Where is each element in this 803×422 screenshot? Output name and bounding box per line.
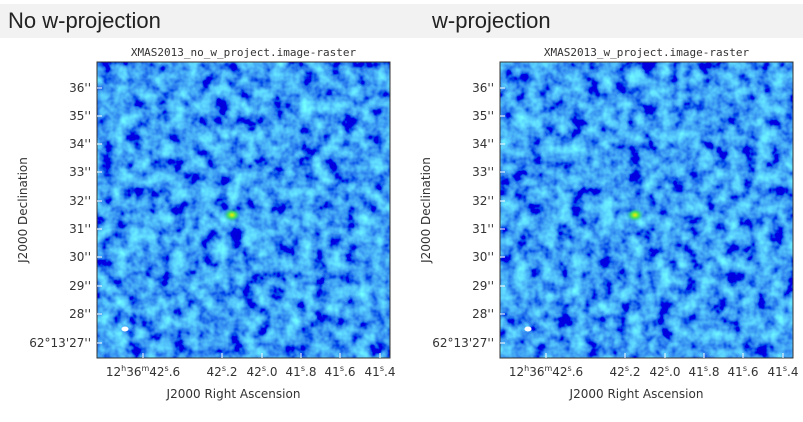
tick-text: 41 [728,365,743,379]
plot-frame [499,61,794,359]
y-tick-label: 36'' [69,81,91,95]
image-raster [500,62,793,358]
tick-text: .6 [169,365,180,379]
x-tick-label: 41s.6 [728,364,759,379]
tick-text: 42 [149,365,164,379]
beam [121,326,129,332]
x-tick-label: 41s.8 [286,364,317,379]
tick-text: .0 [669,365,680,379]
y-tick-label: 31'' [472,222,494,236]
tick-text: .4 [787,365,798,379]
tick-superscript: s [743,364,747,373]
tick-superscript: s [262,364,266,373]
y-tick-label: 32'' [472,194,494,208]
tick-text: 12 [509,365,524,379]
tick-superscript: s [380,364,384,373]
y-tick-label: 35'' [69,109,91,123]
tick-superscript: s [222,364,226,373]
image-raster [97,62,390,358]
tick-text: 36 [126,365,141,379]
x-tick-label: 41s.4 [365,364,396,379]
plot-frame [96,61,391,359]
x-tick-label: 41s.8 [689,364,720,379]
tick-text: .6 [747,365,758,379]
y-tick-label: 34'' [69,137,91,151]
section-header: w-projection [431,8,551,33]
tick-superscript: s [665,364,669,373]
tick-superscript: s [301,364,305,373]
tick-text: 42 [650,365,665,379]
y-tick-label: 30'' [472,250,494,264]
tick-text: 42 [247,365,262,379]
tick-text: .2 [629,365,640,379]
tick-text: 42 [610,365,625,379]
tick-text: 42 [552,365,567,379]
x-axis-label: J2000 Right Ascension [569,387,704,401]
tick-text: 41 [325,365,340,379]
y-tick-label: 34'' [472,137,494,151]
tick-superscript: m [141,364,149,373]
tick-superscript: s [568,364,572,373]
tick-text: .6 [344,365,355,379]
tick-text: .6 [572,365,583,379]
beam [524,326,532,332]
tick-superscript: h [524,364,529,373]
y-tick-label: 28'' [472,307,494,321]
y-tick-label: 33'' [472,165,494,179]
tick-superscript: s [625,364,629,373]
y-tick-label: 36'' [472,81,494,95]
tick-text: 42 [207,365,222,379]
tick-superscript: h [121,364,126,373]
y-tick-label: 31'' [69,222,91,236]
x-tick-label: 42s.2 [610,364,641,379]
tick-text: .8 [305,365,316,379]
x-tick-label: 42s.2 [207,364,238,379]
y-tick-label: 30'' [69,250,91,264]
panel-title: XMAS2013_w_project.image-raster [544,46,750,59]
x-tick-label: 41s.6 [325,364,356,379]
y-tick-label: 29'' [472,279,494,293]
y-tick-label: 33'' [69,165,91,179]
x-tick-label: 12h36m42s.6 [106,364,180,379]
tick-superscript: m [544,364,552,373]
tick-superscript: s [165,364,169,373]
y-tick-label: 62°13'27'' [29,336,91,350]
tick-text: .8 [708,365,719,379]
section-header: No w-projection [8,8,161,33]
x-tick-label: 42s.0 [650,364,681,379]
tick-text: 36 [529,365,544,379]
tick-superscript: s [783,364,787,373]
x-tick-label: 12h36m42s.6 [509,364,583,379]
tick-text: 41 [768,365,783,379]
x-tick-label: 41s.4 [768,364,799,379]
tick-text: .4 [384,365,395,379]
y-axis-label: J2000 Declination [419,157,433,264]
y-tick-label: 62°13'27'' [432,336,494,350]
tick-text: 41 [286,365,301,379]
x-tick-label: 42s.0 [247,364,278,379]
y-tick-label: 32'' [69,194,91,208]
tick-superscript: s [340,364,344,373]
tick-text: 41 [689,365,704,379]
tick-text: 12 [106,365,121,379]
source [626,208,644,222]
x-axis-label: J2000 Right Ascension [166,387,301,401]
tick-text: 41 [365,365,380,379]
header-bar [0,4,803,38]
y-tick-label: 35'' [472,109,494,123]
tick-text: .2 [226,365,237,379]
y-axis-label: J2000 Declination [16,157,30,264]
tick-text: .0 [266,365,277,379]
y-tick-label: 28'' [69,307,91,321]
source [223,208,241,222]
tick-superscript: s [704,364,708,373]
panel-title: XMAS2013_no_w_project.image-raster [131,46,357,59]
y-tick-label: 29'' [69,279,91,293]
